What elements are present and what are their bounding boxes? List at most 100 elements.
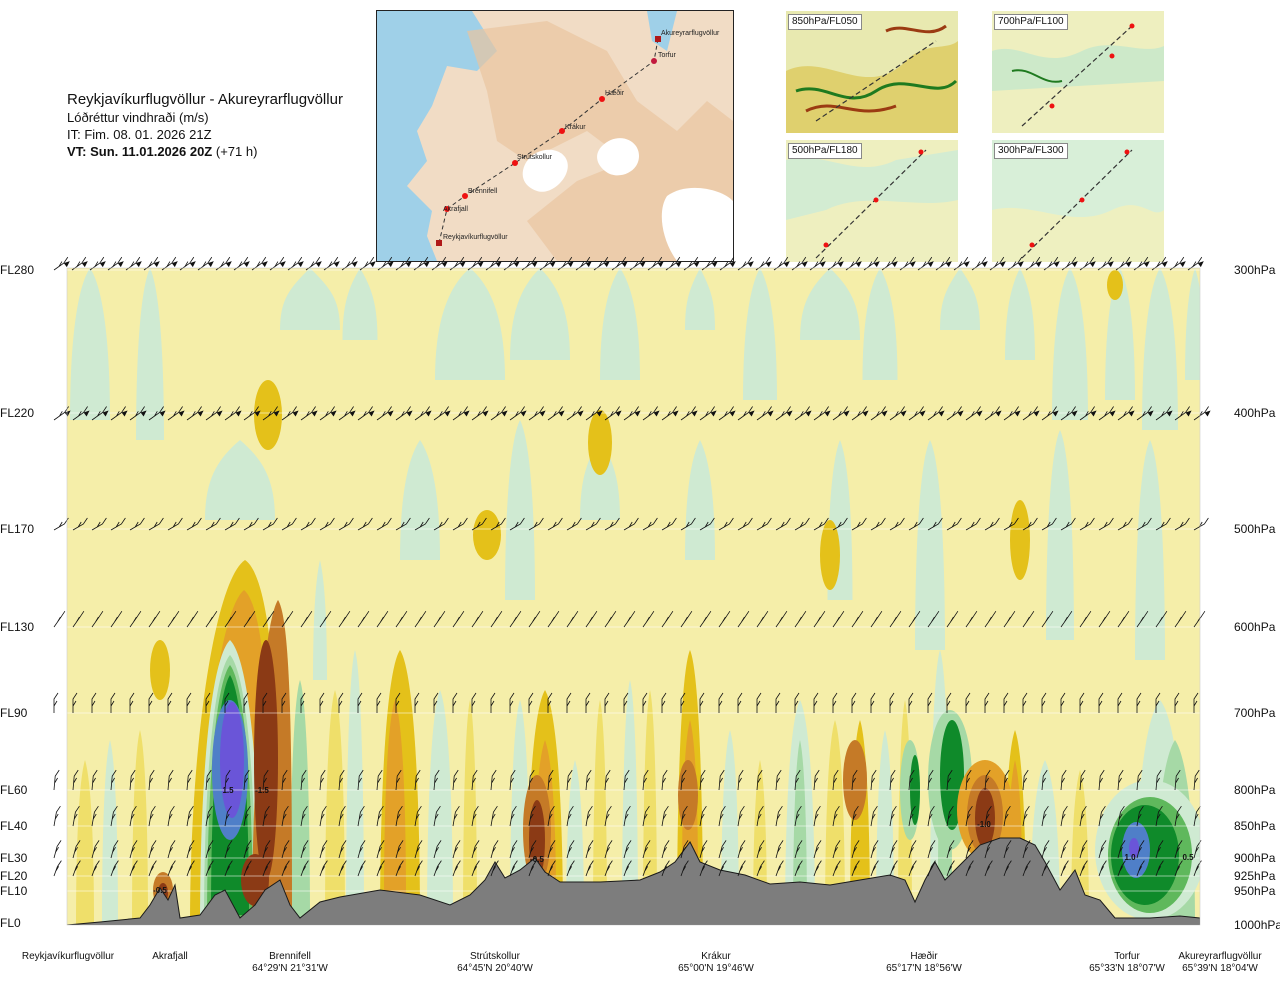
wind-barb [984, 517, 1000, 531]
wind-barb [243, 692, 249, 713]
wind-barb [965, 610, 978, 628]
wind-barb-flag [333, 261, 340, 268]
wind-barb [414, 805, 422, 827]
wind-barb [737, 610, 750, 628]
wind-barb [243, 860, 252, 877]
wind-barb [471, 692, 477, 713]
lowlevel-band [384, 700, 406, 900]
contour-labels: 1.5 -1.5 -0.5 -0.5 -1.0 1.0 0.5 [153, 786, 1194, 895]
wind-barb-flag [596, 410, 603, 417]
wind-barb-flag [1071, 261, 1078, 268]
wind-barb [737, 840, 746, 859]
wind-barb [91, 610, 104, 628]
wind-barb [794, 517, 810, 531]
wind-barb [1079, 692, 1085, 713]
wind-barb [1098, 517, 1114, 531]
wind-barb [1022, 860, 1031, 877]
wind-barb [718, 610, 731, 628]
wind-barb [357, 769, 364, 791]
wind-barb [1079, 517, 1095, 531]
wind-barb [509, 805, 517, 827]
wind-barb [338, 805, 346, 827]
wind-barb [110, 517, 126, 531]
wind-barb [1136, 840, 1145, 859]
route-line [438, 38, 659, 244]
location-name: Akureyrarflugvöllur [1178, 951, 1262, 962]
wind-barb [946, 805, 954, 827]
wind-barb-flag [919, 410, 926, 417]
wind-barb [357, 860, 366, 877]
descent-streak-upper [150, 640, 170, 700]
wind-barb-flag [1035, 261, 1042, 268]
wind-barb [224, 692, 230, 713]
wind-barb [471, 805, 479, 827]
wind-barb [72, 860, 81, 877]
ascent-streak-upper [205, 440, 275, 520]
wind-barb [262, 840, 271, 859]
wind-barb [547, 517, 563, 531]
ascent-streak-upper [435, 268, 505, 380]
wind-barb [604, 692, 610, 713]
brennifell-descent-core [254, 640, 278, 880]
wind-barb [414, 517, 430, 531]
wind-barb-flag [1017, 261, 1024, 268]
wind-barb [53, 805, 61, 827]
wind-barb-flag [567, 261, 574, 268]
wind-barb [357, 805, 365, 827]
wind-barb [509, 517, 525, 531]
wind-barb [72, 610, 85, 628]
wind-barb [167, 692, 173, 713]
wind-barb [756, 769, 763, 791]
wind-barb [414, 769, 421, 791]
wind-barb [205, 769, 212, 791]
fl-tick-label: FL220 [0, 406, 35, 420]
pressure-tick-label: 850hPa [1234, 819, 1276, 833]
wind-barb [680, 769, 687, 791]
wind-barb [1003, 805, 1011, 827]
map-label-strutskollur: Strútskollur [517, 154, 553, 161]
wind-barb-flag [441, 261, 448, 268]
wind-barb [528, 840, 537, 859]
wind-barb [889, 840, 898, 859]
wind-barb-flag [657, 261, 664, 268]
wind-barb [1041, 840, 1050, 859]
wind-barb [794, 769, 801, 791]
wind-barb [490, 805, 498, 827]
wind-barb-flag [520, 410, 527, 417]
wind-barb [1117, 692, 1123, 713]
wind-barb-flag [99, 261, 106, 268]
wind-barb [110, 805, 118, 827]
wind-barb [585, 769, 592, 791]
wind-barb [1193, 692, 1199, 713]
wind-barb [357, 517, 373, 531]
wind-barb [718, 860, 727, 877]
wind-barb-flag [891, 261, 898, 268]
wind-barb [775, 769, 782, 791]
wind-barb [414, 840, 423, 859]
wind-barb-flag [615, 410, 622, 417]
wind-barb [1136, 860, 1145, 877]
wind-barb-flag [463, 410, 470, 417]
wind-barb [414, 610, 427, 628]
wind-barb-flag [729, 410, 736, 417]
location-label: Strútskollur 64°45'N 20°40'W [457, 951, 533, 975]
wind-barb-flag [368, 410, 375, 417]
wind-barb [186, 805, 194, 827]
mini-map-500-svg [786, 140, 958, 262]
wind-barb [1136, 805, 1144, 827]
wind-barb-flag [945, 261, 952, 268]
wind-barb [205, 840, 214, 859]
location-coord: 64°45'N 20°40'W [457, 963, 533, 974]
wind-barb [338, 610, 351, 628]
ascent-streak-upper [70, 268, 110, 420]
initial-time: IT: Fim. 08. 01. 2026 21Z [67, 127, 212, 142]
pressure-tick-label: 600hPa [1234, 620, 1276, 634]
wind-barb [528, 610, 541, 628]
wind-barb [566, 692, 572, 713]
location-name: Torfur [1114, 951, 1140, 962]
wind-barb [72, 805, 80, 827]
wind-barb [1079, 840, 1088, 859]
wind-barb-flag [558, 410, 565, 417]
wind-barb [870, 769, 877, 791]
